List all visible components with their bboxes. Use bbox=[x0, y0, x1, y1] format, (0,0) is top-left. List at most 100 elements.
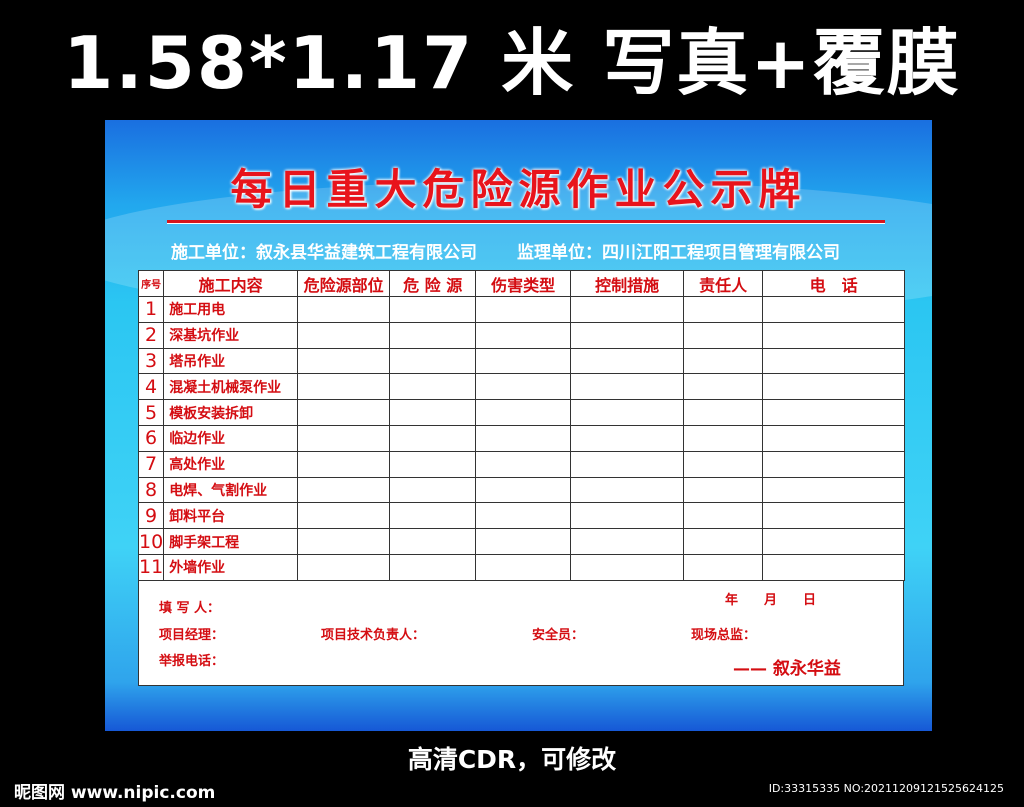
empty-cell bbox=[762, 347, 906, 375]
table-row: 9 卸料平台 bbox=[137, 502, 906, 530]
empty-cell bbox=[570, 399, 685, 426]
notice-board: 每日重大危险源作业公示牌 施工单位：叙永县华益建筑工程有限公司 监理单位：四川江… bbox=[105, 120, 932, 731]
empty-cell bbox=[683, 321, 764, 349]
column-header: 序号 bbox=[137, 270, 165, 297]
row-content: 临边作业 bbox=[163, 424, 299, 452]
empty-cell bbox=[762, 399, 906, 426]
empty-cell bbox=[762, 502, 906, 530]
empty-cell bbox=[475, 296, 572, 323]
hazard-table: 序号 施工内容 危险源部位危 险 源伤害类型 控制措施 责任人电 话 1 施工用电 2 深基坑… bbox=[137, 270, 906, 581]
board-title: 每日重大危险源作业公示牌 bbox=[230, 165, 807, 214]
empty-cell bbox=[389, 476, 477, 504]
empty-cell bbox=[683, 296, 764, 323]
empty-cell bbox=[475, 476, 572, 504]
empty-cell bbox=[762, 321, 906, 349]
column-header: 施工内容 bbox=[163, 270, 299, 297]
row-content: 卸料平台 bbox=[163, 502, 299, 530]
row-number: 5 bbox=[137, 399, 165, 426]
table-row: 3 塔吊作业 bbox=[137, 347, 906, 375]
empty-cell bbox=[683, 476, 764, 504]
empty-cell bbox=[762, 296, 906, 323]
empty-cell bbox=[570, 347, 685, 375]
empty-cell bbox=[297, 399, 391, 426]
title-divider bbox=[167, 220, 885, 224]
empty-cell bbox=[683, 373, 764, 401]
construction-unit: 施工单位：叙永县华益建筑工程有限公司 bbox=[171, 243, 477, 263]
empty-cell bbox=[389, 450, 477, 478]
filler-label: 填 写 人： bbox=[159, 601, 221, 616]
signature: —— 叙永华益 bbox=[733, 659, 841, 679]
safety-label: 安全员： bbox=[532, 628, 585, 643]
row-number: 10 bbox=[137, 528, 165, 555]
row-number: 7 bbox=[137, 450, 165, 478]
empty-cell bbox=[475, 553, 572, 581]
empty-cell bbox=[297, 347, 391, 375]
column-header: 危险源部位 bbox=[297, 270, 391, 297]
report-phone-label: 举报电话： bbox=[159, 654, 225, 669]
empty-cell bbox=[389, 347, 477, 375]
table-row: 2 深基坑作业 bbox=[137, 321, 906, 349]
empty-cell bbox=[389, 553, 477, 581]
empty-cell bbox=[297, 553, 391, 581]
table-row: 6 临边作业 bbox=[137, 424, 906, 452]
empty-cell bbox=[475, 450, 572, 478]
empty-cell bbox=[570, 450, 685, 478]
column-header: 伤害类型 bbox=[475, 270, 572, 297]
empty-cell bbox=[570, 553, 685, 581]
row-number: 11 bbox=[137, 553, 165, 581]
empty-cell bbox=[297, 373, 391, 401]
empty-cell bbox=[297, 296, 391, 323]
column-header: 控制措施 bbox=[570, 270, 685, 297]
empty-cell bbox=[475, 321, 572, 349]
table-row: 11 外墙作业 bbox=[137, 553, 906, 581]
empty-cell bbox=[475, 347, 572, 375]
empty-cell bbox=[389, 296, 477, 323]
empty-cell bbox=[683, 450, 764, 478]
row-content: 脚手架工程 bbox=[163, 528, 299, 555]
empty-cell bbox=[570, 373, 685, 401]
empty-cell bbox=[570, 502, 685, 530]
table-row: 1 施工用电 bbox=[137, 296, 906, 323]
empty-cell bbox=[475, 373, 572, 401]
empty-cell bbox=[475, 399, 572, 426]
supervisor-label: 现场总监： bbox=[691, 628, 757, 643]
empty-cell bbox=[475, 502, 572, 530]
empty-cell bbox=[297, 424, 391, 452]
empty-cell bbox=[570, 476, 685, 504]
empty-cell bbox=[683, 553, 764, 581]
caption: 高清CDR，可修改 bbox=[407, 745, 617, 774]
row-number: 2 bbox=[137, 321, 165, 349]
empty-cell bbox=[762, 450, 906, 478]
row-content: 施工用电 bbox=[163, 296, 299, 323]
supervision-unit: 监理单位：四川江阳工程项目管理有限公司 bbox=[517, 243, 840, 263]
empty-cell bbox=[297, 528, 391, 555]
empty-cell bbox=[683, 347, 764, 375]
header-text: 1.58*1.17 米 写真+覆膜 bbox=[63, 21, 961, 105]
table-row: 7 高处作业 bbox=[137, 450, 906, 478]
empty-cell bbox=[570, 296, 685, 323]
empty-cell bbox=[389, 373, 477, 401]
empty-cell bbox=[297, 321, 391, 349]
empty-cell bbox=[762, 553, 906, 581]
date-label: 年 月 日 bbox=[725, 593, 817, 608]
column-header: 危 险 源 bbox=[389, 270, 477, 297]
table-row: 4 混凝土机械泵作业 bbox=[137, 373, 906, 401]
row-number: 1 bbox=[137, 296, 165, 323]
empty-cell bbox=[475, 528, 572, 555]
empty-cell bbox=[297, 476, 391, 504]
image-id: ID:33315335 NO:20211209121525624125 bbox=[768, 782, 1004, 795]
row-content: 电焊、气割作业 bbox=[163, 476, 299, 504]
tech-lead-label: 项目技术负责人： bbox=[321, 628, 426, 643]
table-row: 8 电焊、气割作业 bbox=[137, 476, 906, 504]
empty-cell bbox=[570, 321, 685, 349]
row-content: 混凝土机械泵作业 bbox=[163, 373, 299, 401]
row-content: 外墙作业 bbox=[163, 553, 299, 581]
row-content: 模板安装拆卸 bbox=[163, 399, 299, 426]
row-number: 6 bbox=[137, 424, 165, 452]
empty-cell bbox=[762, 476, 906, 504]
empty-cell bbox=[762, 373, 906, 401]
empty-cell bbox=[762, 424, 906, 452]
empty-cell bbox=[297, 502, 391, 530]
column-header: 责任人 bbox=[683, 270, 764, 297]
empty-cell bbox=[475, 424, 572, 452]
